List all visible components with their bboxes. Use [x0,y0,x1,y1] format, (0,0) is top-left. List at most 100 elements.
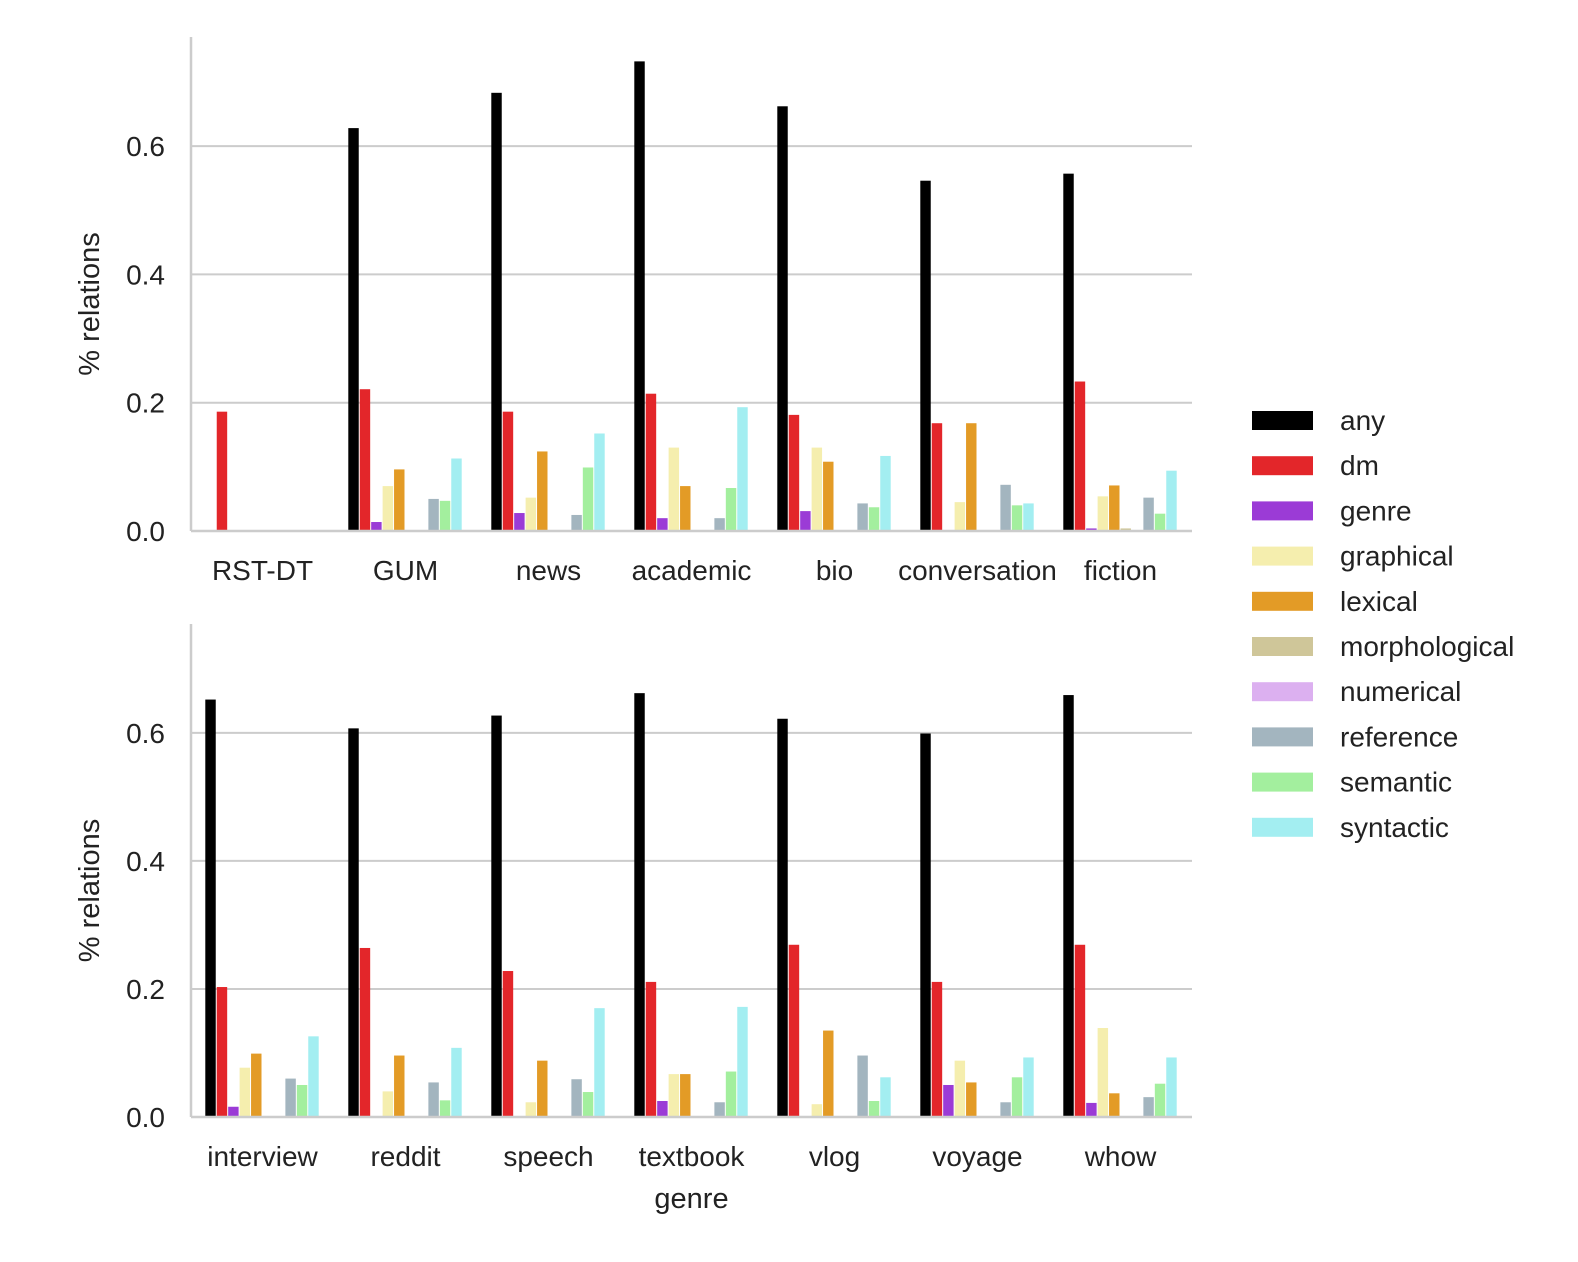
bar-any-academic [634,61,645,532]
bar-dm-bio [788,414,800,531]
bar-genre-news [514,513,525,531]
bar-reference-news [571,514,582,531]
bar-syntactic-interview [308,1036,319,1117]
bar-dm-news [502,411,514,531]
y-axis-label: % relations [74,819,106,962]
legend-label-morphological: morphological [1340,631,1514,662]
bar-dm-fiction [1074,381,1086,531]
bar-semantic-interview [296,1084,308,1117]
bar-syntactic-news [594,433,605,531]
y-tick-label: 0.0 [126,516,165,547]
bar-reference-fiction [1143,497,1154,531]
bar-genre-whow [1086,1102,1097,1117]
bar-graphical-academic [668,447,680,531]
bar-graphical-bio [811,447,823,531]
x-tick-label: bio [816,555,853,586]
legend-swatch-reference [1252,727,1313,747]
bar-reference-whow [1143,1097,1154,1117]
bar-lexical-reddit [394,1055,405,1117]
x-tick-label: academic [632,555,752,586]
bar-semantic-conversation [1011,505,1023,531]
y-tick-label: 0.2 [126,974,165,1005]
legend-swatch-genre [1252,501,1313,521]
legend-label-lexical: lexical [1340,586,1418,617]
bar-graphical-news [525,497,537,531]
bar-semantic-academic [725,488,737,531]
y-tick-label: 0.6 [126,131,165,162]
bar-lexical-news [537,451,548,531]
bar-dm-conversation [931,423,943,531]
bar-genre-textbook [657,1100,668,1117]
bar-reference-academic [714,518,725,531]
bar-syntactic-whow [1166,1057,1177,1117]
bar-lexical-fiction [1109,485,1120,531]
x-tick-label: vlog [809,1141,860,1172]
bar-graphical-whow [1097,1028,1109,1117]
legend-swatch-any [1252,411,1313,430]
top-panel: 0.0 0.2 0.4 0.6 RST-DT GUM news academic bio conv… [74,37,1192,586]
legend-label-graphical: graphical [1340,541,1454,572]
bar-dm-gum [359,389,371,531]
bar-lexical-voyage [966,1082,977,1117]
bar-reference-vlog [857,1055,868,1117]
bar-lexical-vlog [823,1030,834,1117]
bar-semantic-voyage [1011,1077,1023,1117]
bar-lexical-conversation [966,423,977,531]
x-tick-label: speech [503,1141,593,1172]
legend-label-reference: reference [1340,721,1458,752]
legend-swatch-morphological [1252,637,1313,656]
x-axis-label: genre [654,1183,728,1215]
bar-graphical-voyage [954,1060,966,1117]
bar-genre-bio [800,511,811,531]
bar-any-fiction [1063,173,1074,531]
y-tick-label: 0.6 [126,718,165,749]
bar-syntactic-textbook [737,1006,748,1117]
bar-reference-conversation [1000,484,1011,531]
bar-graphical-textbook [668,1074,680,1117]
x-tick-label: fiction [1084,555,1157,586]
y-tick-label: 0.4 [126,846,165,877]
bar-syntactic-bio [880,455,891,531]
x-tick-label: textbook [639,1141,746,1172]
bar-any-speech [491,715,502,1117]
bar-dm-interview [216,987,228,1117]
bar-reference-textbook [714,1102,725,1117]
bar-dm-voyage [931,981,943,1117]
legend-swatch-semantic [1252,772,1313,792]
bar-syntactic-academic [737,407,748,531]
bar-dm-speech [502,971,514,1117]
bar-dm-rst-dt [216,411,228,531]
bar-dm-vlog [788,944,800,1117]
bar-any-conversation [920,180,931,531]
y-tick-label: 0.4 [126,259,165,290]
legend-swatch-graphical [1252,546,1313,566]
y-tick-label: 0.0 [126,1102,165,1133]
bar-semantic-vlog [868,1100,880,1117]
x-tick-label: conversation [898,555,1057,586]
bar-syntactic-fiction [1166,470,1177,531]
legend-label-any: any [1340,405,1385,436]
bottom-panel: 0.0 0.2 0.4 0.6 interview reddit speech textboo… [74,624,1192,1215]
bar-any-vlog [777,718,788,1117]
legend-label-numerical: numerical [1340,676,1461,707]
bar-syntactic-vlog [880,1077,891,1117]
bar-morphological-fiction [1120,528,1131,531]
bar-semantic-textbook [725,1071,737,1117]
bar-graphical-conversation [954,502,966,531]
bar-any-voyage [920,733,931,1117]
bar-genre-gum [371,522,382,531]
legend: any dm genre graphical lexical morphological n… [1252,405,1514,843]
bar-reference-bio [857,503,868,531]
bar-syntactic-speech [594,1008,605,1117]
bar-semantic-whow [1154,1083,1166,1117]
bar-dm-textbook [645,981,657,1117]
legend-swatch-dm [1252,456,1313,476]
bar-any-bio [777,106,788,531]
x-tick-label: RST-DT [212,555,313,586]
bar-lexical-bio [823,461,834,531]
bar-reference-gum [428,498,439,531]
legend-swatch-lexical [1252,591,1313,611]
bar-genre-fiction [1086,528,1097,531]
bar-reference-interview [285,1078,296,1117]
